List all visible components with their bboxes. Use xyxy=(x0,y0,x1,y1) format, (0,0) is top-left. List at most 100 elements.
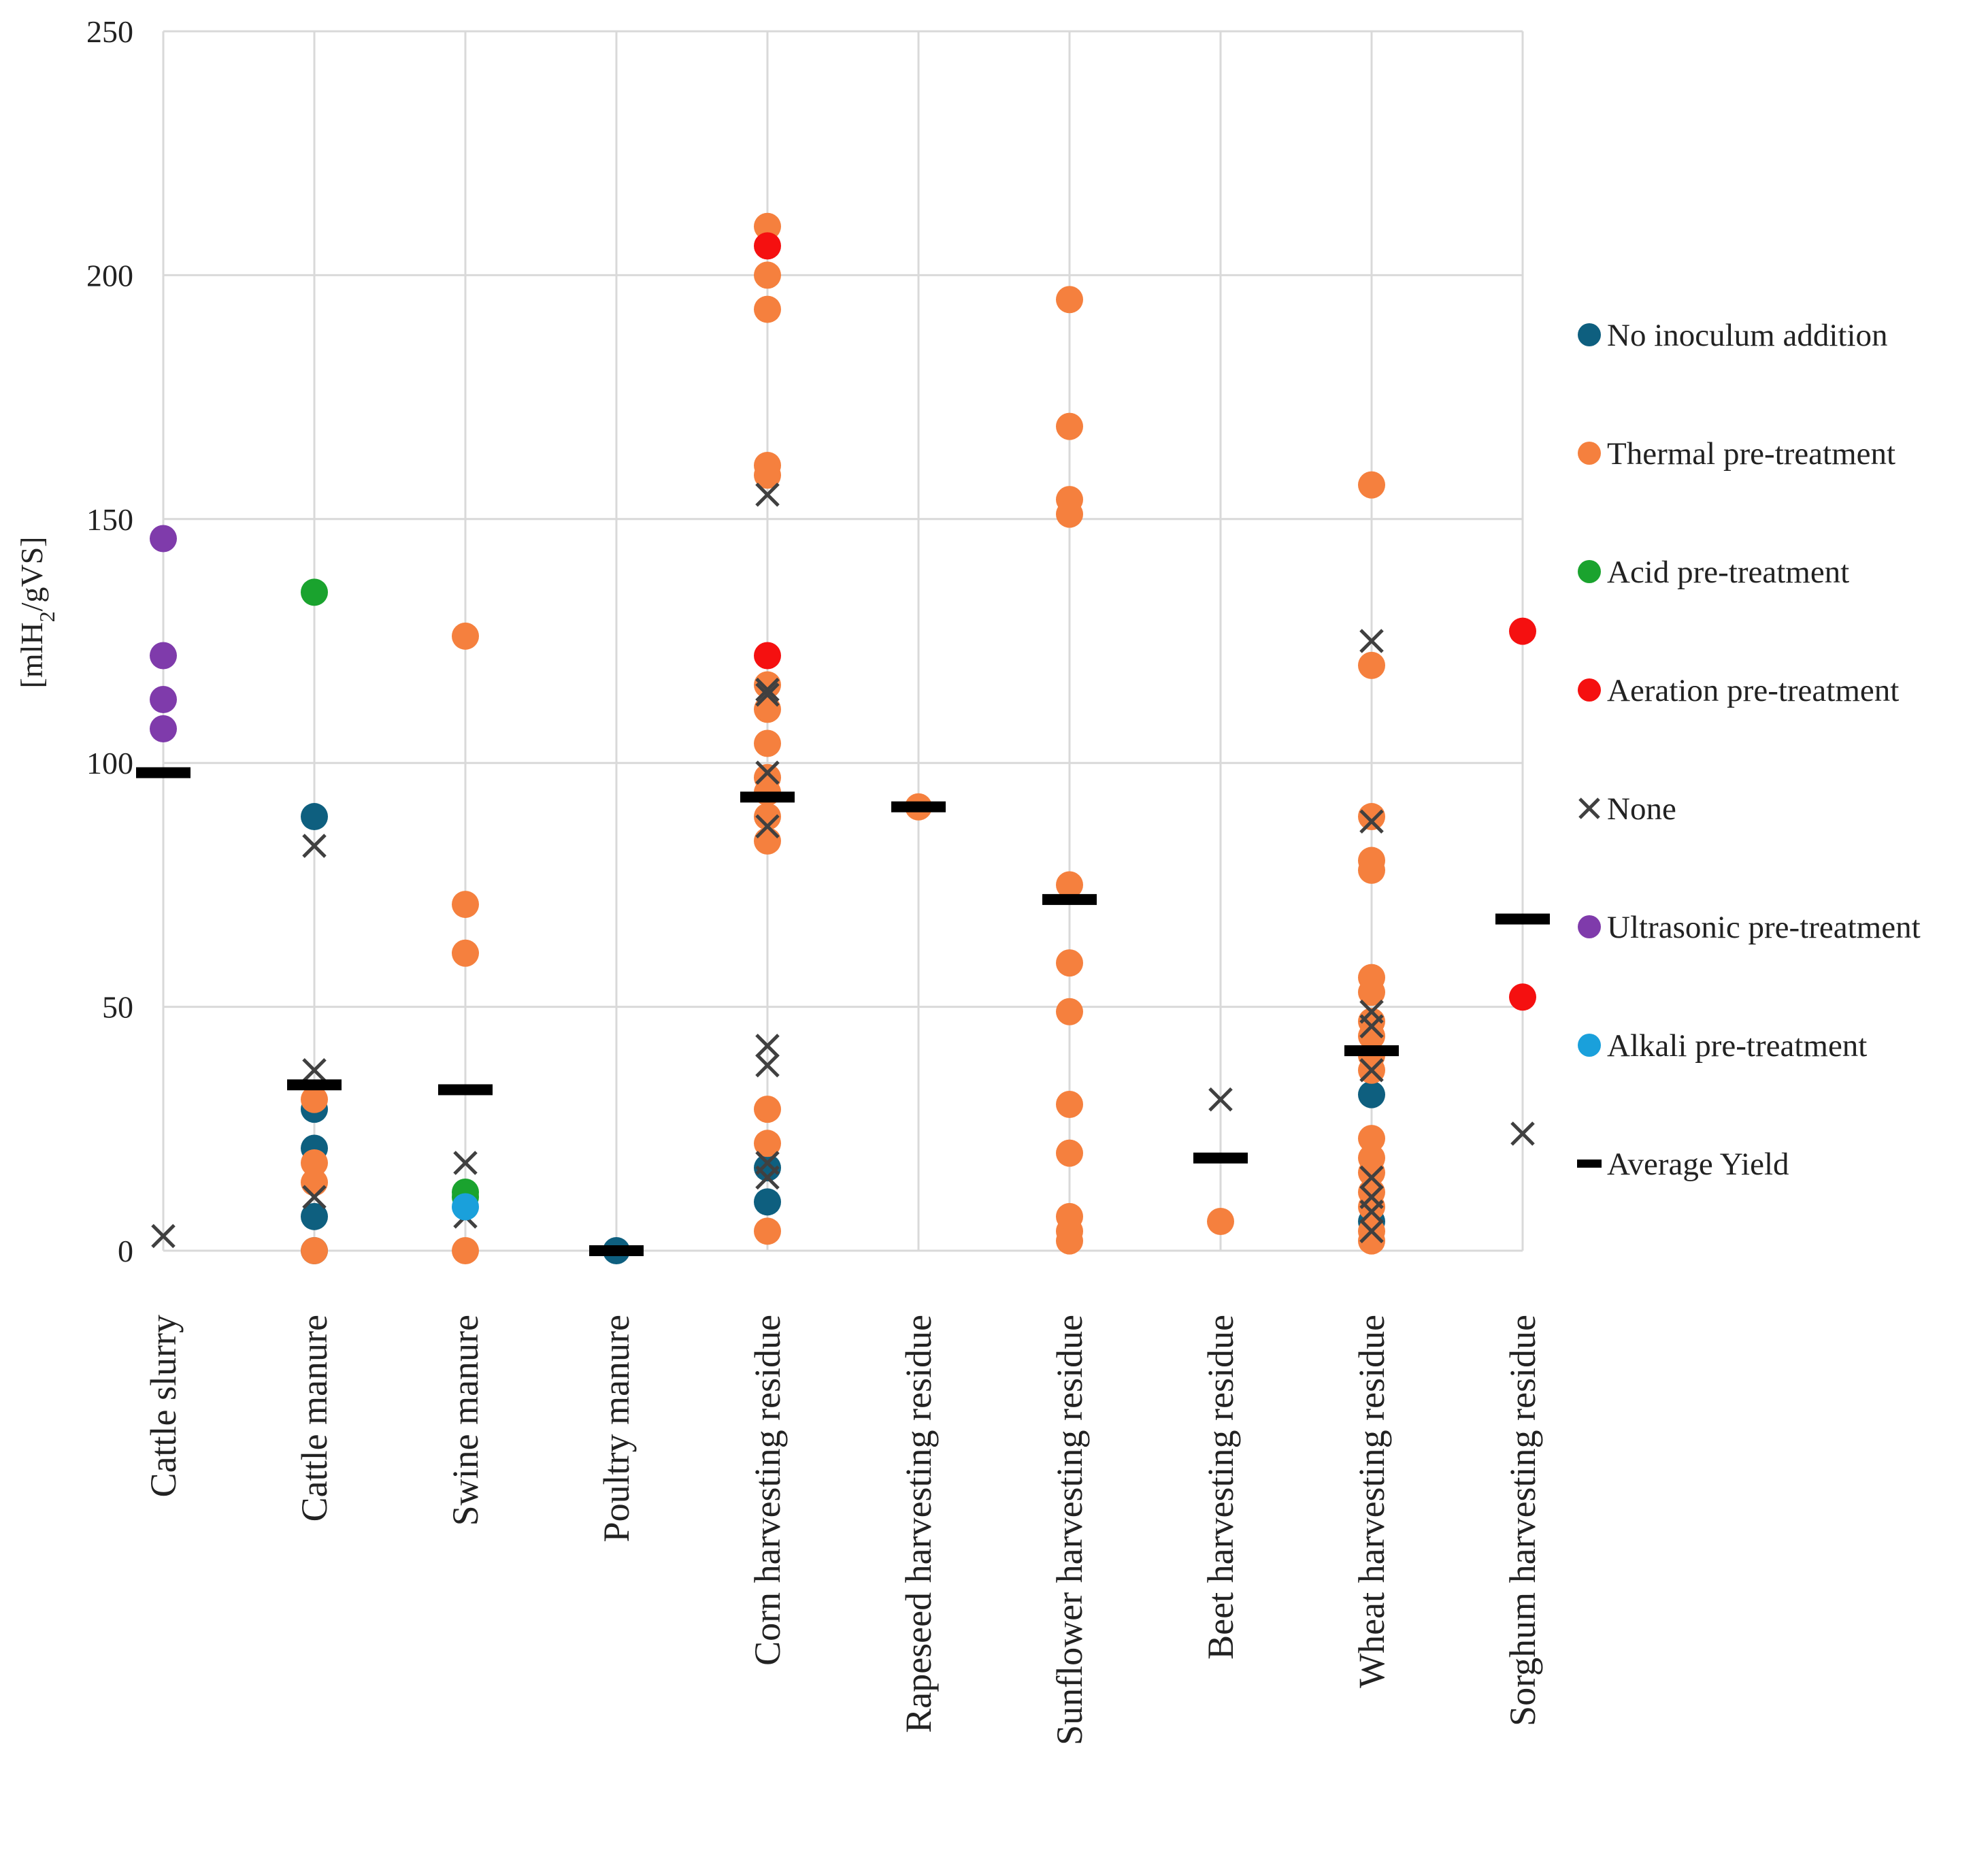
legend-item-none: None xyxy=(1578,791,1676,827)
y-axis-label-subscript: 2 xyxy=(35,611,59,622)
average-yield-marker xyxy=(136,767,190,778)
alkali-pre-treatment-point xyxy=(452,1193,479,1221)
no-inoculum-addition-point xyxy=(754,1188,781,1216)
ultrasonic-pre-treatment-point xyxy=(150,642,177,670)
aeration-pre-treatment-point xyxy=(1509,983,1536,1011)
aeration-pre-treatment-point xyxy=(754,232,781,260)
legend-swatch xyxy=(1578,678,1601,702)
x-tick-label: Cattle slurry xyxy=(143,1315,184,1497)
legend-label: Aeration pre-treatment xyxy=(1607,673,1899,708)
thermal-pre-treatment-point xyxy=(1207,1207,1234,1235)
average-yield-marker xyxy=(1193,1152,1248,1164)
thermal-pre-treatment-point xyxy=(1358,803,1385,831)
thermal-pre-treatment-point xyxy=(1358,979,1385,1006)
y-tick-label: 200 xyxy=(86,258,133,293)
thermal-pre-treatment-point xyxy=(1056,949,1083,977)
x-axis-ticks: Cattle slurry Cattle manure Swine manure Po… xyxy=(143,1315,1543,1745)
y-axis-label-suffix: /gVS] xyxy=(14,536,49,611)
y-axis-ticks: 0 50 100 150 200 250 xyxy=(86,14,133,1268)
average-yield-marker xyxy=(891,801,946,812)
y-tick-label: 50 xyxy=(102,990,133,1025)
average-yield-marker xyxy=(740,791,795,803)
legend-swatch xyxy=(1578,798,1600,819)
thermal-pre-treatment-point xyxy=(1056,1090,1083,1118)
thermal-pre-treatment-point xyxy=(1358,1125,1385,1153)
legend-swatch xyxy=(1578,915,1601,938)
none-point xyxy=(453,1151,478,1175)
none-point xyxy=(1510,1121,1535,1146)
y-tick-label: 100 xyxy=(86,746,133,780)
none-point xyxy=(302,1058,327,1083)
average-yield-marker xyxy=(589,1245,644,1256)
thermal-pre-treatment-point xyxy=(754,212,781,240)
thermal-pre-treatment-point xyxy=(301,1149,328,1177)
legend-item-average-yield: Average Yield xyxy=(1577,1147,1789,1182)
legend-item-acid-pre-treatment: Acid pre-treatment xyxy=(1578,555,1849,590)
ultrasonic-pre-treatment-point xyxy=(150,525,177,553)
thermal-pre-treatment-point xyxy=(754,827,781,855)
legend-swatch xyxy=(1578,560,1601,583)
no-inoculum-addition-point xyxy=(301,803,328,831)
thermal-pre-treatment-point xyxy=(1358,471,1385,499)
average-markers xyxy=(136,767,1550,1256)
legend-swatch xyxy=(1578,1034,1601,1057)
none-point xyxy=(1359,629,1384,653)
thermal-pre-treatment-point xyxy=(754,1096,781,1123)
legend-item-no-inoculum-addition: No inoculum addition xyxy=(1578,318,1888,353)
y-tick-label: 250 xyxy=(86,14,133,49)
thermal-pre-treatment-point xyxy=(452,891,479,919)
thermal-pre-treatment-point xyxy=(452,1237,479,1264)
legend-label: Alkali pre-treatment xyxy=(1607,1028,1867,1064)
none-point xyxy=(1359,1014,1384,1039)
thermal-pre-treatment-point xyxy=(754,803,781,831)
x-tick-label: Poultry manure xyxy=(596,1315,637,1542)
none-point xyxy=(755,814,780,839)
thermal-pre-treatment-point xyxy=(301,1168,328,1196)
legend-swatch xyxy=(1578,442,1601,465)
thermal-pre-treatment-point xyxy=(1358,856,1385,884)
thermal-pre-treatment-point xyxy=(754,261,781,289)
legend-swatch xyxy=(1578,323,1601,346)
thermal-pre-treatment-point xyxy=(754,1130,781,1157)
none-point xyxy=(302,1185,327,1209)
thermal-pre-treatment-point xyxy=(1358,1227,1385,1255)
legend-item-alkali-pre-treatment: Alkali pre-treatment xyxy=(1578,1028,1867,1064)
legend-item-aeration-pre-treatment: Aeration pre-treatment xyxy=(1578,673,1899,708)
thermal-pre-treatment-point xyxy=(1056,286,1083,314)
x-tick-label: Cattle manure xyxy=(294,1315,335,1522)
average-yield-marker xyxy=(287,1079,342,1091)
legend-swatch xyxy=(1577,1160,1602,1168)
y-tick-label: 150 xyxy=(86,502,133,537)
thermal-pre-treatment-point xyxy=(754,461,781,489)
legend-label: Average Yield xyxy=(1607,1147,1789,1182)
x-tick-label: Wheat harvesting residue xyxy=(1351,1315,1392,1688)
thermal-pre-treatment-point xyxy=(754,671,781,699)
aeration-pre-treatment-point xyxy=(1509,617,1536,645)
legend-label: Acid pre-treatment xyxy=(1607,555,1849,590)
none-point xyxy=(755,1053,780,1078)
none-point xyxy=(151,1223,176,1249)
ultrasonic-pre-treatment-point xyxy=(150,715,177,743)
thermal-pre-treatment-point xyxy=(1358,1022,1385,1050)
x-tick-label: Beet harvesting residue xyxy=(1200,1315,1241,1660)
thermal-pre-treatment-point xyxy=(1358,1159,1385,1187)
y-axis-label: [mlH2/gVS] xyxy=(14,536,59,688)
average-yield-marker xyxy=(1344,1045,1399,1057)
thermal-pre-treatment-point xyxy=(301,1085,328,1113)
none-point xyxy=(1208,1087,1233,1112)
acid-pre-treatment-point xyxy=(301,578,328,606)
thermal-pre-treatment-point xyxy=(1358,651,1385,679)
x-tick-label: Rapeseed harvesting residue xyxy=(898,1315,939,1733)
none-point xyxy=(755,482,780,507)
x-tick-label: Corn harvesting residue xyxy=(747,1315,788,1666)
none-point xyxy=(755,760,780,785)
none-point xyxy=(1359,1058,1384,1083)
thermal-pre-treatment-point xyxy=(754,295,781,323)
no-inoculum-addition-point xyxy=(754,1154,781,1182)
x-tick-label: Sorghum harvesting residue xyxy=(1502,1315,1543,1726)
none-point xyxy=(1359,1199,1384,1224)
thermal-pre-treatment-point xyxy=(1056,500,1083,528)
aeration-pre-treatment-point xyxy=(754,642,781,670)
legend-label: None xyxy=(1607,791,1676,827)
thermal-pre-treatment-point xyxy=(1056,871,1083,899)
